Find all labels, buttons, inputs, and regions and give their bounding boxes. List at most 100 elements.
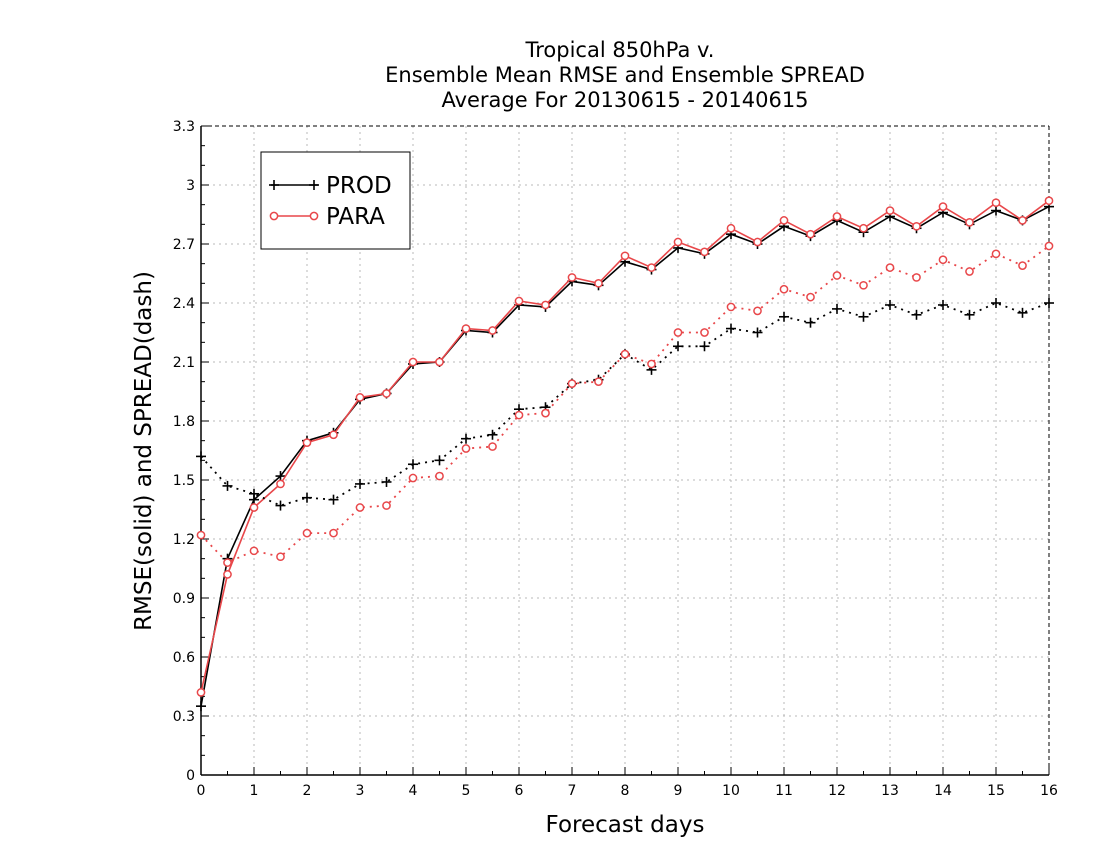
data-point <box>912 221 921 231</box>
data-point <box>275 500 286 511</box>
data-point <box>196 530 206 540</box>
data-point <box>382 389 391 398</box>
data-point <box>408 357 418 367</box>
x-tick-label: 5 <box>462 783 471 799</box>
x-tick-label: 14 <box>934 783 952 799</box>
data-point <box>753 237 762 247</box>
data-point <box>488 442 497 451</box>
data-point <box>965 267 974 276</box>
data-point <box>699 341 710 352</box>
data-point <box>275 471 286 482</box>
data-point <box>567 273 577 282</box>
legend-marker <box>309 211 319 221</box>
data-point <box>885 206 895 215</box>
axes <box>200 125 1050 776</box>
tick-labels: 0 1 2 3 4 5 6 7 8 9 10 11 12 13 14 15 1600.30.60.91.21.5… <box>173 119 1058 799</box>
data-point <box>726 302 736 312</box>
data-point <box>673 341 683 352</box>
x-tick-label: 13 <box>881 783 899 799</box>
data-point <box>726 323 736 334</box>
x-axis-label: Forecast days <box>546 812 705 838</box>
data-point <box>938 299 948 310</box>
x-tick-label: 2 <box>303 783 312 799</box>
legend-marker <box>309 180 319 190</box>
data-point <box>329 430 338 440</box>
data-point <box>196 701 206 712</box>
data-point <box>487 429 498 440</box>
data-point <box>779 311 789 322</box>
y-tick-label: 1.5 <box>173 473 195 489</box>
data-point <box>832 271 842 280</box>
data-point <box>1018 261 1027 270</box>
data-point <box>991 298 1001 308</box>
data-point <box>700 328 709 337</box>
y-tick-label: 1.2 <box>173 532 195 548</box>
data-point <box>726 223 736 233</box>
data-point <box>223 570 232 579</box>
y-tick-label: 2.4 <box>173 296 195 312</box>
legend-marker <box>269 180 279 190</box>
series-para-rmse <box>196 196 1054 697</box>
x-tick-label: 6 <box>515 783 524 799</box>
data-point <box>594 278 603 288</box>
data-point <box>620 349 630 359</box>
data-point <box>461 444 471 453</box>
data-point <box>1044 241 1054 251</box>
x-tick-label: 0 <box>197 783 206 799</box>
data-point <box>382 501 391 510</box>
data-point <box>885 263 895 272</box>
y-tick-label: 0.6 <box>173 650 195 666</box>
data-point <box>222 480 233 491</box>
y-tick-label: 0.3 <box>173 709 195 725</box>
data-point <box>567 379 577 388</box>
data-point <box>620 251 630 261</box>
data-point <box>1044 196 1054 206</box>
data-point <box>302 438 312 447</box>
data-point <box>753 306 762 316</box>
x-tick-label: 7 <box>568 783 577 799</box>
data-point <box>276 479 285 489</box>
data-point <box>965 218 974 227</box>
legend-item-para: PARA <box>269 204 385 230</box>
data-point <box>541 408 550 418</box>
data-point <box>805 317 816 328</box>
data-point <box>964 309 975 320</box>
data-point <box>514 410 524 420</box>
data-point <box>488 326 497 335</box>
data-point <box>249 503 259 512</box>
data-point <box>514 296 524 306</box>
data-point <box>938 202 948 211</box>
data-point <box>196 688 206 697</box>
data-point <box>223 558 232 567</box>
data-point <box>329 528 338 538</box>
y-tick-label: 0.9 <box>173 591 195 607</box>
data-point <box>938 255 948 265</box>
data-point <box>991 205 1001 216</box>
x-tick-label: 15 <box>987 783 1005 799</box>
y-tick-label: 1.8 <box>173 414 195 430</box>
data-point <box>700 247 709 257</box>
legend-label: PARA <box>326 204 385 230</box>
y-tick-label: 2.7 <box>173 237 195 253</box>
x-tick-label: 8 <box>621 783 630 799</box>
series-layer <box>196 196 1054 712</box>
legend: PROD PARA <box>260 151 411 250</box>
data-point <box>806 292 815 302</box>
data-point <box>832 303 842 314</box>
data-point <box>302 528 312 538</box>
x-tick-label: 4 <box>409 783 418 799</box>
data-point <box>541 300 550 310</box>
data-point <box>779 216 789 225</box>
data-point <box>355 393 365 402</box>
legend-marker <box>269 211 279 221</box>
data-point <box>858 311 869 322</box>
data-point <box>461 324 471 333</box>
data-point <box>408 459 418 470</box>
data-point <box>249 488 259 499</box>
data-point <box>673 237 683 247</box>
data-point <box>1017 307 1028 318</box>
data-point <box>647 263 656 272</box>
data-point <box>276 552 285 562</box>
series-para-spread <box>196 241 1054 567</box>
